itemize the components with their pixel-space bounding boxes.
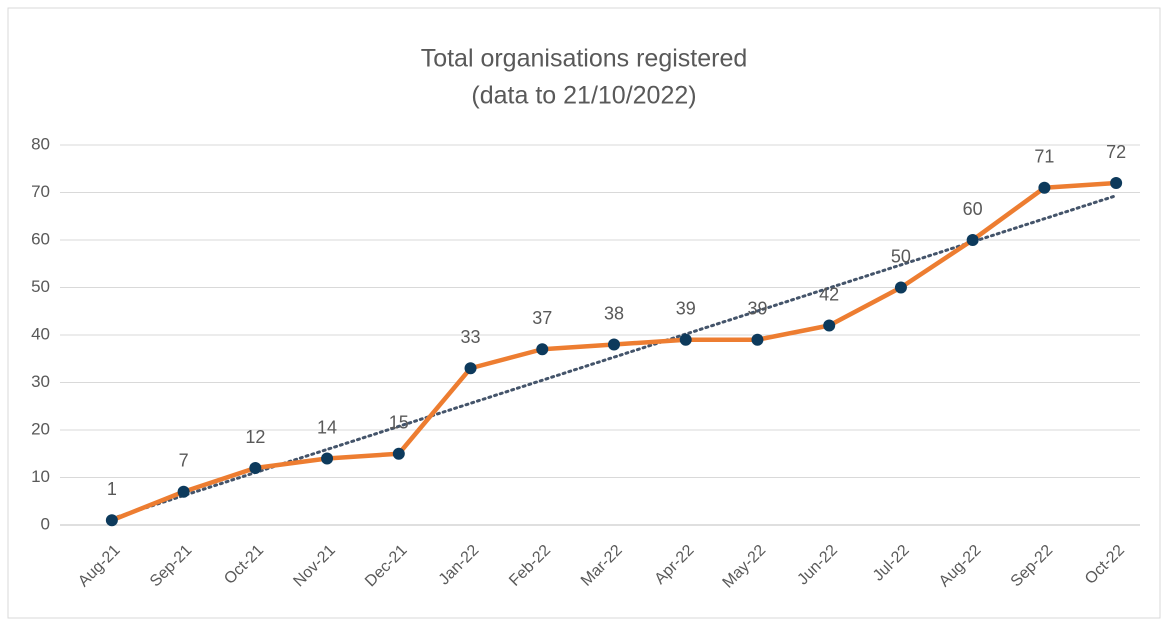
chart-subtitle: (data to 21/10/2022) [471, 82, 696, 110]
y-tick-label: 80 [31, 134, 50, 153]
data-label: 39 [676, 299, 696, 319]
data-label: 15 [389, 413, 409, 433]
y-tick-label: 10 [31, 467, 50, 486]
y-tick-label: 0 [41, 514, 50, 533]
data-label: 12 [245, 427, 265, 447]
marker [966, 234, 979, 246]
chart-frame [7, 7, 1161, 619]
y-tick-label: 60 [31, 229, 50, 248]
data-label: 7 [179, 451, 189, 471]
data-label: 71 [1034, 147, 1054, 167]
data-label: 38 [604, 303, 624, 323]
data-label: 37 [532, 308, 552, 328]
marker [249, 462, 262, 474]
data-label: 33 [461, 327, 481, 347]
data-label: 72 [1106, 142, 1126, 162]
marker [894, 281, 907, 294]
y-tick-label: 70 [31, 182, 50, 201]
data-label: 50 [891, 246, 911, 266]
y-tick-label: 40 [31, 324, 50, 343]
data-label: 42 [819, 284, 839, 304]
marker [392, 447, 405, 460]
data-label: 14 [317, 417, 337, 437]
marker [1110, 177, 1123, 189]
marker [1038, 181, 1051, 194]
y-tick-label: 30 [31, 372, 50, 391]
marker [105, 514, 118, 527]
marker [536, 343, 549, 356]
data-label: 1 [107, 479, 117, 499]
y-tick-label: 50 [31, 277, 50, 296]
marker [608, 338, 620, 351]
marker [321, 452, 334, 465]
marker [177, 485, 190, 498]
marker [679, 333, 692, 346]
y-tick-label: 20 [31, 419, 50, 438]
marker [464, 362, 477, 375]
data-label: 60 [963, 199, 983, 219]
data-label: 39 [747, 299, 767, 319]
marker [823, 319, 836, 332]
marker [751, 333, 764, 346]
chart-title: Total organisations registered [421, 45, 748, 73]
